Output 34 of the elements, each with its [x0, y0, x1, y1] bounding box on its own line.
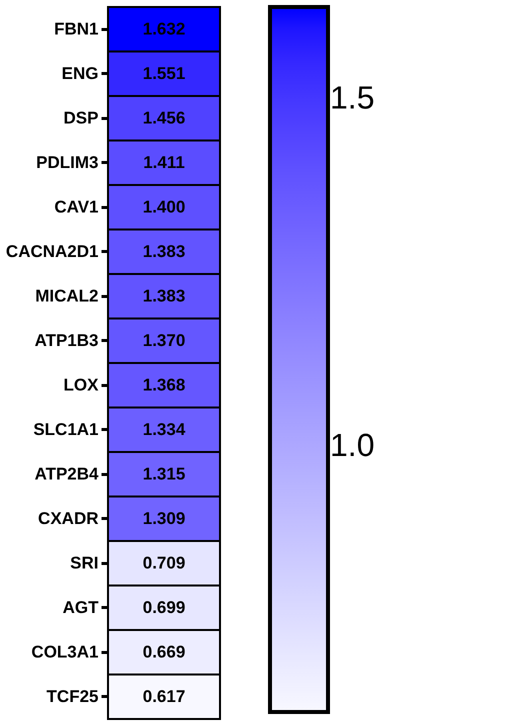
y-tick-label: CACNA2D1: [6, 242, 98, 261]
y-tick-label: DSP: [64, 108, 98, 128]
data-label: 1.383: [142, 242, 186, 261]
data-label: 1.632: [142, 19, 186, 38]
data-label: 1.551: [142, 64, 186, 83]
y-tick-label: ATP1B3: [34, 330, 98, 350]
color-bar-label: 1.5: [330, 80, 374, 116]
color-bar-label: 1.0: [330, 426, 374, 463]
data-label: 1.368: [142, 375, 186, 394]
y-tick-label: SRI: [70, 553, 98, 572]
y-tick-label: SLC1A1: [33, 420, 98, 439]
y-tick-label: LOX: [64, 375, 100, 394]
data-label: 1.383: [142, 286, 186, 306]
data-label: 1.456: [142, 108, 186, 128]
data-label: 0.617: [142, 686, 186, 706]
data-label: 1.309: [142, 508, 186, 528]
y-tick-label: ATP2B4: [34, 464, 100, 484]
y-tick-label: COL3A1: [31, 642, 98, 662]
data-label: 1.411: [143, 152, 185, 172]
data-label: 1.315: [142, 464, 186, 484]
y-tick-label: PDLIM3: [36, 152, 98, 172]
data-label: 1.370: [142, 330, 186, 350]
y-tick-label: TCF25: [46, 686, 98, 706]
y-tick-label: ENG: [62, 64, 98, 83]
data-label: 1.334: [142, 420, 186, 439]
y-tick-label: AGT: [62, 598, 100, 617]
y-tick-label: MICAL2: [35, 286, 98, 306]
data-label: 0.709: [142, 553, 186, 572]
y-tick-label: FBN1: [54, 19, 98, 38]
data-label: 1.400: [142, 197, 186, 216]
data-label: 0.669: [142, 642, 186, 662]
y-tick-label: CXADR: [38, 508, 98, 528]
data-label: 0.699: [142, 598, 186, 617]
y-tick-label: CAV1: [54, 197, 98, 216]
